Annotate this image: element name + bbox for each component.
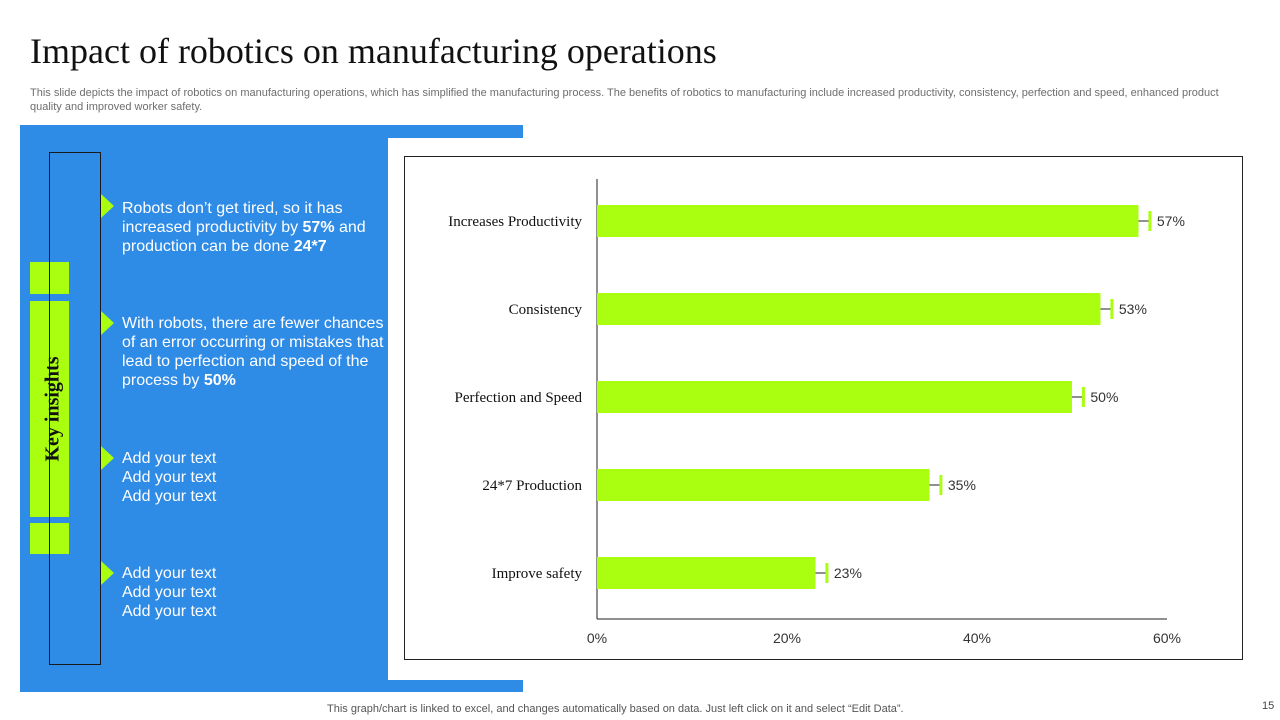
data-label: 57% (1157, 213, 1185, 229)
chart-frame[interactable]: Increases Productivity 57% Consistency 53% P… (404, 156, 1243, 660)
insight-line: Add your text (122, 565, 217, 582)
data-label: 35% (948, 477, 976, 493)
y-tick-label: 24*7 Production (482, 478, 582, 494)
page-title: Impact of robotics on manufacturing oper… (30, 31, 717, 71)
insight-text: and production can be done (122, 219, 366, 255)
insight-point-4: Add your text Add your text Add your text (122, 564, 384, 621)
key-insights-label: Key insights (41, 356, 64, 462)
insight-highlight: 50% (203, 372, 236, 389)
bar-chart[interactable]: Increases Productivity 57% Consistency 53% P… (405, 157, 1242, 659)
insight-line: Add your text (122, 450, 217, 467)
insight-text: With robots, there are fewer chances of … (122, 315, 384, 389)
footer-note: This graph/chart is linked to excel, and… (327, 703, 904, 715)
arrow-bullet-icon (101, 561, 114, 585)
data-label: 23% (834, 565, 862, 581)
insight-line: Add your text (122, 584, 217, 601)
insight-text: Robots don’t get tired, so it has increa… (122, 200, 343, 236)
y-tick-label: Consistency (509, 302, 583, 318)
insight-line: Add your text (122, 469, 217, 486)
y-tick-label: Improve safety (492, 566, 583, 582)
arrow-bullet-icon (101, 194, 114, 218)
x-tick-label: 40% (963, 630, 991, 646)
x-tick-label: 20% (773, 630, 801, 646)
x-tick-label: 0% (587, 630, 607, 646)
bar (597, 557, 816, 589)
data-label: 50% (1090, 389, 1118, 405)
bar (597, 381, 1072, 413)
x-tick-label: 60% (1153, 630, 1181, 646)
insight-highlight: 24*7 (293, 238, 327, 255)
data-label: 53% (1119, 301, 1147, 317)
insights-outline (49, 152, 101, 665)
insight-line: Add your text (122, 488, 217, 505)
bar (597, 205, 1139, 237)
bar (597, 293, 1101, 325)
arrow-bullet-icon (101, 311, 114, 335)
insight-point-2: With robots, there are fewer chances of … (122, 314, 384, 390)
page-number: 15 (1262, 700, 1275, 712)
insight-point-3: Add your text Add your text Add your text (122, 449, 384, 506)
bar (597, 469, 930, 501)
arrow-bullet-icon (101, 446, 114, 470)
insight-highlight: 57% (302, 219, 335, 236)
insight-point-1: Robots don’t get tired, so it has increa… (122, 199, 384, 256)
y-tick-label: Increases Productivity (448, 214, 582, 230)
insight-line: Add your text (122, 603, 217, 620)
y-tick-label: Perfection and Speed (455, 390, 583, 406)
page-subtitle: This slide depicts the impact of robotic… (30, 87, 1219, 113)
